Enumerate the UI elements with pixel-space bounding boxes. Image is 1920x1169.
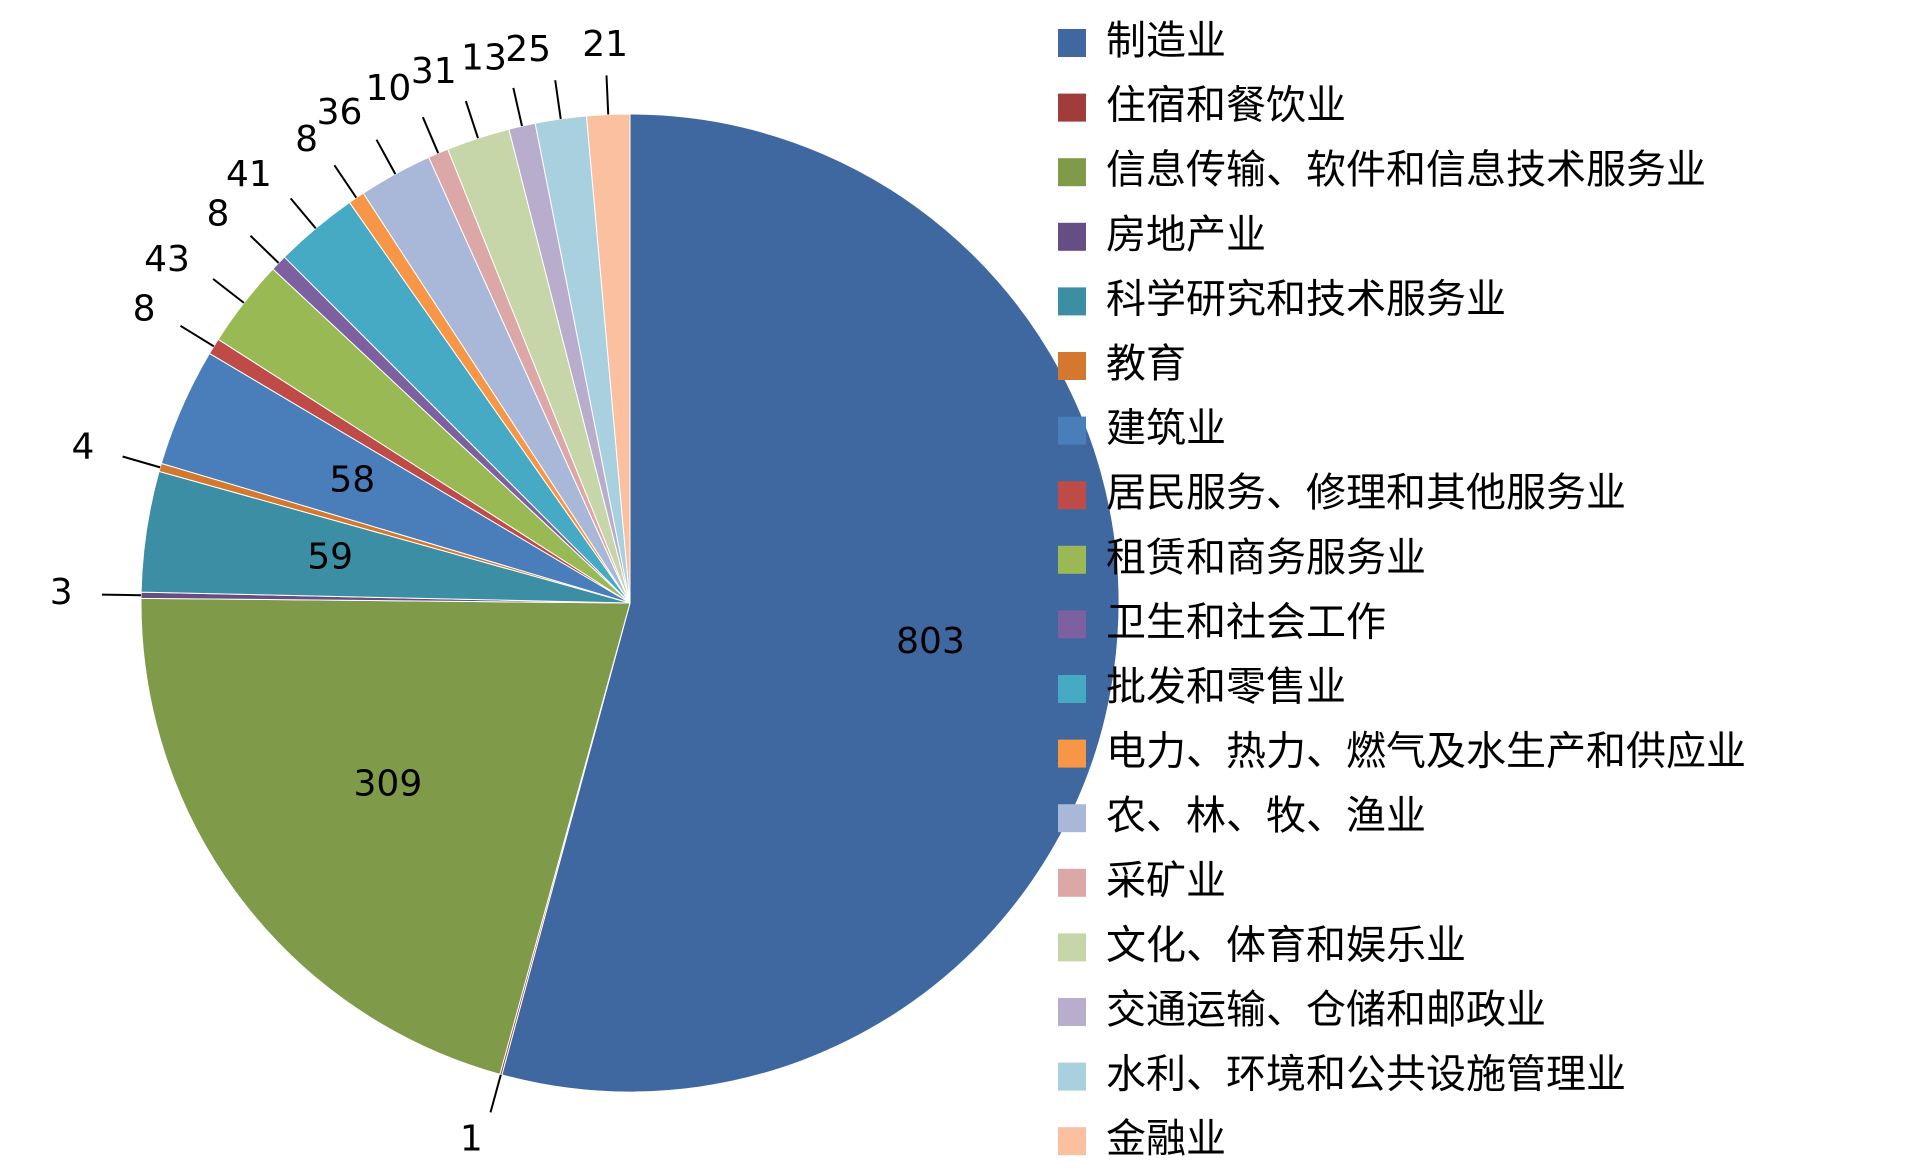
leader-line [605, 75, 610, 115]
data-label: 309 [354, 763, 423, 804]
legend-swatch [1058, 739, 1086, 768]
pie-slice [140, 597, 631, 1075]
legend-swatch [1058, 545, 1086, 574]
legend-swatch [1058, 158, 1086, 187]
leader-line [375, 139, 397, 175]
legend-label: 文化、体育和娱乐业 [1106, 922, 1466, 968]
leader-line [249, 235, 280, 264]
legend-label: 房地产业 [1106, 212, 1266, 258]
legend-swatch [1058, 675, 1086, 703]
legend-label: 住宿和餐饮业 [1106, 83, 1346, 129]
leader-line [122, 455, 161, 469]
leader-line [464, 100, 479, 139]
data-label: 43 [144, 239, 190, 280]
data-label: 3 [50, 572, 73, 613]
legend-swatch [1058, 933, 1086, 962]
legend-label: 金融业 [1106, 1116, 1226, 1162]
legend-label: 租赁和商务服务业 [1106, 535, 1426, 581]
data-label: 8 [133, 288, 156, 329]
data-label: 8 [295, 119, 318, 160]
leader-line [101, 593, 142, 597]
legend-label: 农、林、牧、渔业 [1106, 793, 1426, 839]
leader-line [333, 164, 358, 199]
legend-swatch [1058, 868, 1086, 897]
legend-swatch [1058, 481, 1086, 510]
legend-swatch [1058, 804, 1086, 833]
legend-label: 信息传输、软件和信息技术服务业 [1106, 147, 1706, 193]
data-label: 25 [505, 29, 551, 70]
leader-line [289, 197, 317, 229]
pie-slice [501, 113, 1120, 1093]
data-label: 4 [72, 426, 95, 467]
legend-label: 教育 [1106, 341, 1186, 387]
leader-line [489, 1074, 502, 1113]
data-label: 1 [460, 1119, 483, 1160]
legend-label: 居民服务、修理和其他服务业 [1106, 470, 1626, 516]
data-label: 31 [411, 51, 457, 92]
leader-line [554, 80, 562, 120]
leader-line [212, 278, 245, 304]
leader-line [179, 324, 215, 348]
data-label: 21 [582, 24, 628, 65]
legend-swatch [1058, 29, 1086, 57]
leader-line [421, 116, 440, 154]
legend-label: 科学研究和技术服务业 [1106, 276, 1506, 322]
data-label: 41 [226, 154, 272, 195]
legend-label: 交通运输、仓储和邮政业 [1106, 987, 1546, 1033]
leader-line [512, 87, 523, 127]
data-label: 58 [329, 459, 375, 500]
legend-swatch [1058, 352, 1086, 380]
legend-swatch [1058, 1062, 1086, 1091]
legend-swatch [1058, 1127, 1086, 1156]
legend-swatch [1058, 93, 1086, 122]
legend-label: 批发和零售业 [1106, 664, 1346, 710]
legend-label: 卫生和社会工作 [1106, 599, 1386, 645]
legend-label: 采矿业 [1106, 858, 1226, 904]
data-label: 10 [366, 68, 412, 109]
legend-swatch [1058, 416, 1086, 445]
legend-label: 水利、环境和公共设施管理业 [1106, 1052, 1626, 1098]
legend-swatch [1058, 610, 1086, 639]
legend-label: 制造业 [1106, 18, 1226, 64]
legend-label: 电力、热力、燃气及水生产和供应业 [1106, 729, 1746, 775]
legend-label: 建筑业 [1106, 406, 1226, 452]
data-label: 803 [896, 621, 965, 662]
legend-swatch [1058, 222, 1086, 251]
data-label: 59 [307, 536, 353, 577]
data-label: 36 [317, 92, 363, 133]
data-label: 8 [206, 193, 229, 234]
data-label: 13 [461, 37, 507, 78]
legend-swatch [1058, 998, 1086, 1026]
legend-swatch [1058, 287, 1086, 316]
